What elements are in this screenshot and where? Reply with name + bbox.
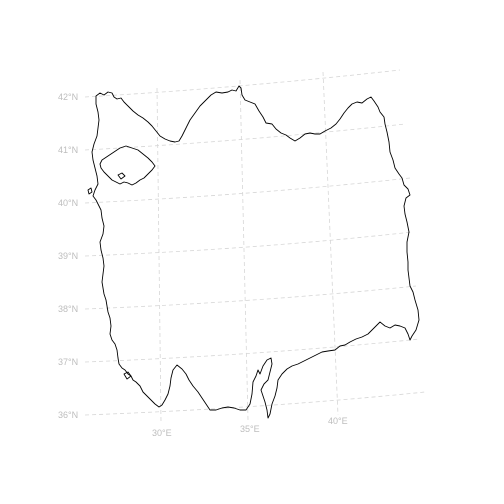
latitude-line-37: [84, 338, 421, 363]
longitude-line-40: [322, 71, 339, 416]
latitude-line-41: [84, 123, 406, 151]
latitude-label: 42°N: [58, 92, 78, 102]
longitude-label: 40°E: [328, 416, 348, 426]
longitude-label: 35°E: [240, 424, 260, 434]
latitude-label: 36°N: [58, 410, 78, 420]
latitude-label: 40°N: [58, 198, 78, 208]
island: [117, 172, 126, 180]
region-outline: [91, 85, 420, 419]
latitude-label: 38°N: [58, 304, 78, 314]
longitude-line-30: [156, 87, 162, 423]
latitude-line-39: [84, 231, 413, 257]
coastline: [87, 85, 420, 419]
latitude-label: 39°N: [58, 251, 78, 261]
longitude-label: 30°E: [152, 428, 172, 438]
latitude-line-42: [84, 69, 401, 98]
longitude-labels: 30°E 35°E 40°E: [152, 416, 348, 438]
island: [87, 187, 93, 195]
island: [123, 371, 132, 380]
latitude-label: 37°N: [58, 357, 78, 367]
graticule: [84, 69, 426, 423]
latitude-labels: 42°N 41°N 40°N 39°N 38°N 37°N 36°N: [58, 92, 78, 420]
latitude-line-36: [84, 391, 426, 416]
latitude-line-40: [84, 177, 411, 204]
latitude-line-38: [84, 285, 417, 310]
longitude-line-35: [239, 79, 249, 421]
latitude-label: 41°N: [58, 145, 78, 155]
inner-sea-shore: [99, 145, 156, 186]
